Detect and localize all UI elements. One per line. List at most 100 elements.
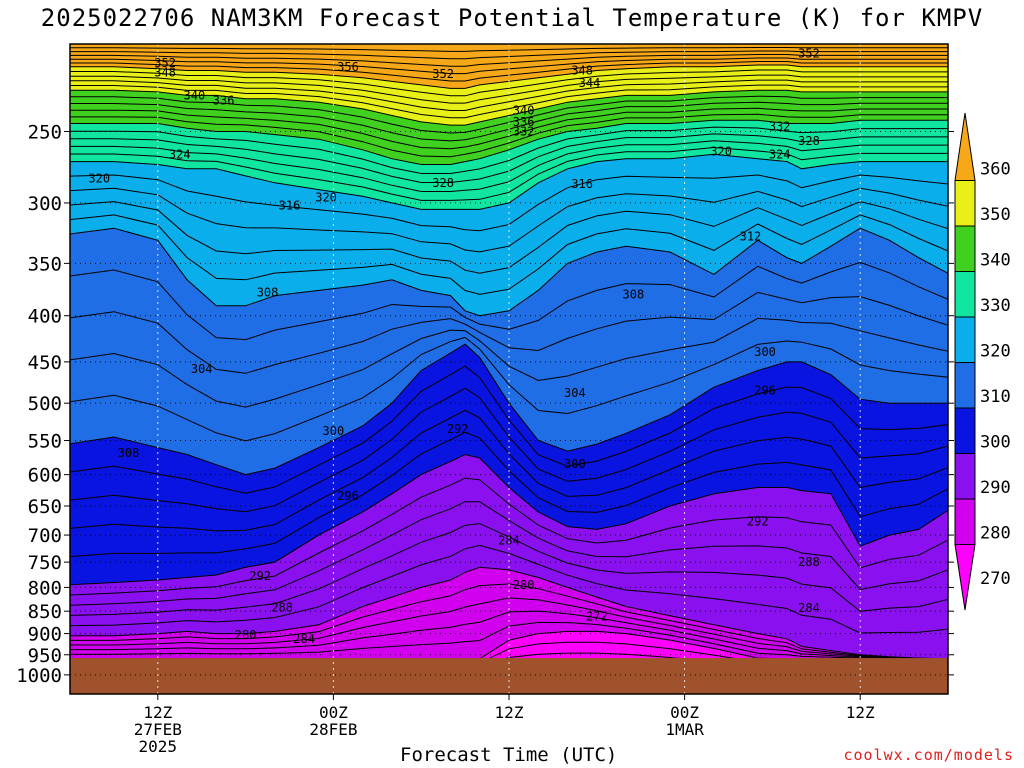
contour-label: 324 xyxy=(169,147,191,161)
contour-label: 312 xyxy=(740,230,762,244)
y-tick-label: 550 xyxy=(28,431,62,453)
x-tick-label: 28FEB xyxy=(309,720,357,739)
contour-label: 340 xyxy=(513,104,535,118)
contour-324 xyxy=(70,140,948,192)
contour-label: 280 xyxy=(235,628,257,642)
contour-label: 336 xyxy=(213,93,235,107)
colorbar-tick-label: 350 xyxy=(980,205,1011,225)
x-tick-label: 00Z xyxy=(319,703,348,722)
colorbar-tick-label: 270 xyxy=(980,569,1011,589)
contour-286 xyxy=(70,501,948,606)
colorbar-swatch xyxy=(954,112,976,181)
y-tick-label: 950 xyxy=(28,645,62,667)
contour-label: 340 xyxy=(184,88,206,102)
contour-label: 352 xyxy=(798,47,820,61)
colorbar-swatch xyxy=(954,498,976,545)
contour-label: 300 xyxy=(754,345,776,359)
contour-label: 308 xyxy=(623,288,645,302)
grid-layer xyxy=(70,44,948,694)
x-tick-label: 12Z xyxy=(495,703,524,722)
x-tick-label: 2025 xyxy=(139,737,178,756)
y-tick-label: 250 xyxy=(28,121,62,143)
y-tick-label: 350 xyxy=(28,253,62,275)
contour-label: 328 xyxy=(798,134,820,148)
contour-label: 356 xyxy=(337,60,359,74)
x-tick-label: 1MAR xyxy=(665,720,704,739)
y-tick-label: 750 xyxy=(28,552,62,574)
colorbar-tick-label: 330 xyxy=(980,296,1011,316)
y-tick-label: 850 xyxy=(28,601,62,623)
colorbar-tick-label: 300 xyxy=(980,433,1011,453)
contour-label: 320 xyxy=(88,172,110,186)
contour-label: 324 xyxy=(769,147,791,161)
contour-label: 320 xyxy=(315,191,337,205)
y-tick-label: 650 xyxy=(28,496,62,518)
contour-298 xyxy=(70,365,948,494)
colorbar-swatch xyxy=(954,544,976,611)
y-tick-label: 300 xyxy=(28,193,62,215)
colorbar-swatch xyxy=(954,453,976,500)
contour-label: 292 xyxy=(747,514,769,528)
x-tick-label: 27FEB xyxy=(134,720,182,739)
contour-290 xyxy=(70,453,948,586)
y-tick-label: 600 xyxy=(28,465,62,487)
contour-label: 332 xyxy=(769,120,791,134)
contour-302 xyxy=(70,336,948,442)
contour-346 xyxy=(70,74,948,104)
colorbar-tick-label: 340 xyxy=(980,251,1011,271)
contour-label: 304 xyxy=(191,362,213,376)
contour-label: 284 xyxy=(798,601,820,615)
contour-278 xyxy=(70,583,948,660)
colorbar-tick-label: 310 xyxy=(980,387,1011,407)
credit-link[interactable]: coolwx.com/models xyxy=(843,746,1014,764)
x-tick-label: 00Z xyxy=(670,703,699,722)
chart-title: 2025022706 NAM3KM Forecast Potential Tem… xyxy=(40,4,984,32)
colorbar-swatch xyxy=(954,180,976,227)
contour-label: 336 xyxy=(513,115,535,129)
contour-340 xyxy=(70,89,948,126)
contour-304 xyxy=(70,317,948,408)
contour-316 xyxy=(70,187,948,253)
contour-300 xyxy=(70,343,948,476)
contour-328 xyxy=(70,126,948,174)
y-tick-label: 450 xyxy=(28,352,62,374)
contour-310 xyxy=(70,227,948,317)
contour-342 xyxy=(70,84,948,119)
contour-label: 272 xyxy=(586,610,608,624)
contour-label: 284 xyxy=(293,632,315,646)
contour-344 xyxy=(70,79,948,111)
contour-308 xyxy=(70,261,948,341)
terrain-layer xyxy=(70,658,948,694)
colorbar-swatch xyxy=(954,362,976,409)
colorbar-swatch xyxy=(954,225,976,272)
colorbar-swatch xyxy=(954,316,976,363)
contour-label: 288 xyxy=(798,555,820,569)
contour-label: 296 xyxy=(337,489,359,503)
contour-label: 308 xyxy=(257,285,279,299)
colorbar: 270 280 290 300 310 320 330 340 350 360 xyxy=(954,112,1011,611)
contour-label: 304 xyxy=(564,386,586,400)
contour-label: 292 xyxy=(249,569,271,583)
colorbar-tick-label: 320 xyxy=(980,342,1011,362)
y-tick-label: 700 xyxy=(28,525,62,547)
contour-label: 296 xyxy=(754,383,776,397)
contour-label: 328 xyxy=(432,176,454,190)
contour-label: 308 xyxy=(118,446,140,460)
contour-label: 348 xyxy=(154,65,176,79)
contour-296 xyxy=(70,387,948,513)
colorbar-swatch xyxy=(954,271,976,318)
contour-label: 280 xyxy=(513,578,535,592)
contour-label: 300 xyxy=(564,457,586,471)
contour-label: 332 xyxy=(513,124,535,138)
colorbar-tick-label: 290 xyxy=(980,478,1011,498)
contour-320 xyxy=(70,153,948,210)
y-tick-label: 500 xyxy=(28,393,62,415)
contour-334 xyxy=(70,107,948,150)
contour-label: 316 xyxy=(571,177,593,191)
contour-label: 292 xyxy=(447,422,469,436)
contour-332 xyxy=(70,113,948,158)
contour-label: 344 xyxy=(579,76,601,90)
